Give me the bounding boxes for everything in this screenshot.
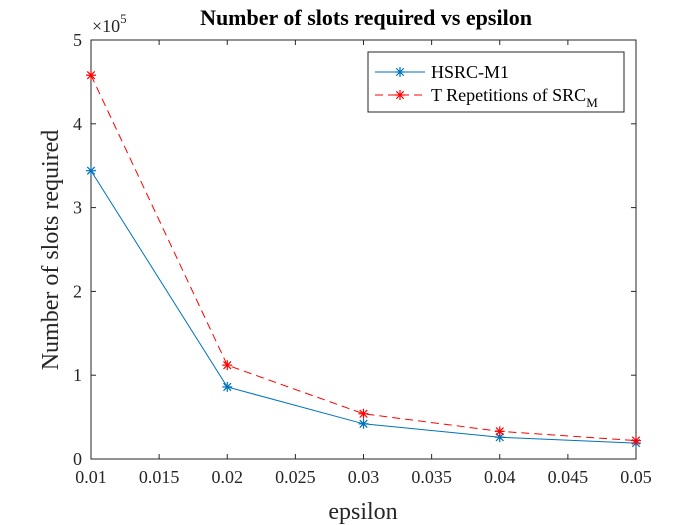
series-1-point (358, 418, 369, 429)
x-tick-label: 0.025 (275, 467, 316, 487)
y-multiplier: ×105 (92, 11, 127, 36)
x-axis: 0.01 0.015 0.02 0.025 0.03 0.035 0.04 0.045 0.05 (75, 40, 652, 487)
x-tick-label: 0.045 (548, 467, 589, 487)
series-1-point (494, 432, 505, 443)
y-tick-label: 2 (73, 281, 82, 301)
x-tick-label: 0.035 (411, 467, 452, 487)
y-axis: 0 1 2 3 4 5 (73, 30, 636, 469)
chart-title: Number of slots required vs epsilon (200, 5, 532, 30)
y-multiplier-base: ×10 (92, 16, 120, 36)
y-tick-label: 3 (73, 198, 82, 218)
series-2-point (86, 70, 96, 81)
legend: HSRC-M1 T Repetitions of SRCM (367, 51, 625, 113)
series-layer (86, 70, 641, 449)
y-tick-label: 5 (73, 30, 82, 50)
series-2-point (494, 426, 505, 437)
y-tick-label: 0 (73, 449, 82, 469)
series-1-point (86, 165, 96, 176)
y-axis-label: Number of slots required (38, 130, 64, 371)
x-tick-label: 0.02 (212, 467, 244, 487)
x-tick-label: 0.03 (348, 467, 380, 487)
legend-box (367, 51, 625, 113)
x-tick-label: 0.01 (75, 467, 107, 487)
series-line-2 (90, 74, 637, 442)
series-2-point (222, 360, 233, 371)
legend-marker-1 (395, 67, 405, 77)
y-multiplier-exponent: 5 (120, 11, 127, 26)
legend-marker-2 (395, 90, 405, 100)
legend-label-1: HSRC-M1 (431, 62, 509, 82)
series-2-point (358, 408, 369, 419)
y-tick-label: 4 (73, 114, 82, 134)
legend-label-2: T Repetitions of SRCM (431, 85, 598, 110)
x-axis-label: epsilon (328, 499, 397, 525)
y-tick-label: 1 (73, 365, 82, 385)
x-tick-label: 0.05 (620, 467, 652, 487)
x-tick-label: 0.04 (484, 467, 516, 487)
x-tick-label: 0.015 (139, 467, 180, 487)
series-1-point (222, 381, 233, 392)
series-2-point (631, 435, 641, 446)
